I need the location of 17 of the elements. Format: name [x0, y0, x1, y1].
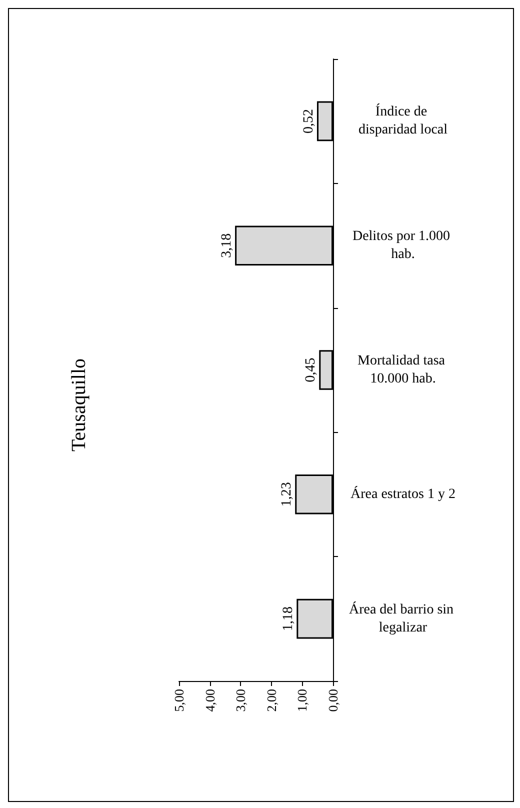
data-label: 1,23: [280, 482, 295, 507]
x-tick-label: 1,00: [294, 689, 310, 712]
y-tick-label: Área estratos 1 y 2: [350, 484, 456, 502]
text: Teusaquillo: [68, 358, 90, 452]
data-label: 0,45: [304, 358, 319, 382]
data-label: 3,18: [220, 233, 235, 258]
data-label: 0,52: [301, 108, 316, 134]
x-tick-label: 2,00: [264, 689, 279, 712]
x-tick-label: 0,00: [326, 689, 340, 712]
x-tick-label: 5,00: [172, 689, 186, 712]
x-tick-label: 4,00: [202, 689, 218, 712]
y-tick-label: Mortalidad tasa 10.000 hab.: [358, 354, 448, 386]
y-tick-label: Índice de disparidad local: [358, 102, 448, 138]
data-label: 1,18: [281, 606, 296, 632]
y-tick-label: Área del barrio sin legalizar: [348, 600, 458, 636]
x-tick-label: 3,00: [233, 689, 248, 712]
y-tick-label: Delitos por 1.000 hab.: [352, 229, 454, 262]
